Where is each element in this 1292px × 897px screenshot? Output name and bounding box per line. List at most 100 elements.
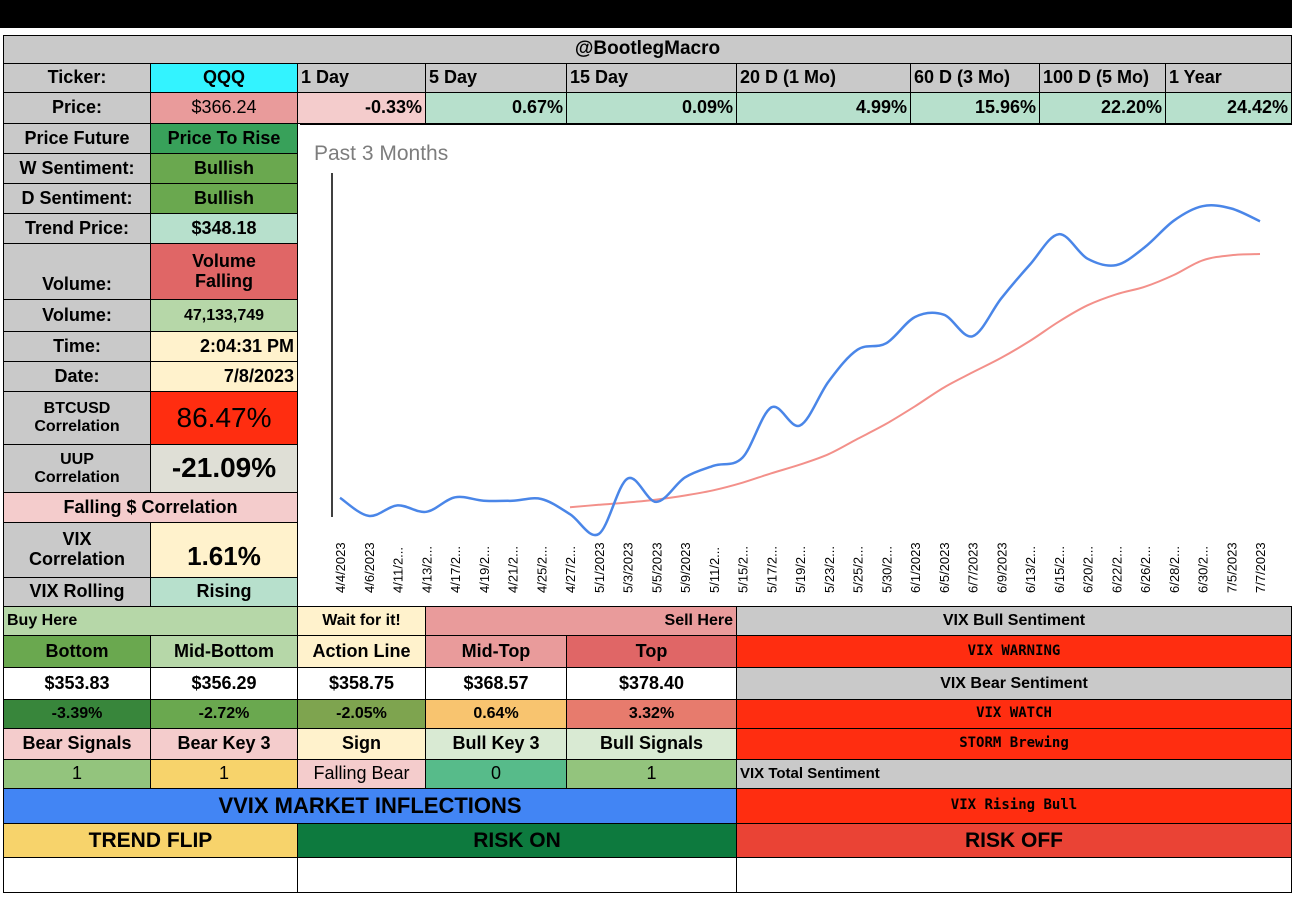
ticker-label: Ticker: <box>3 63 151 93</box>
w-sentiment-label: W Sentiment: <box>3 153 151 184</box>
wait-label: Wait for it! <box>297 606 426 636</box>
bear-signals-value: 1 <box>3 759 151 789</box>
period-100d: 100 D (5 Mo) <box>1039 63 1166 93</box>
x-tick-label: 5/25/2... <box>851 546 866 593</box>
vix-corr-value: 1.61% <box>150 522 298 578</box>
return-5d: 0.67% <box>425 92 567 124</box>
return-1y: 24.42% <box>1165 92 1292 124</box>
x-tick-label: 4/6/2023 <box>362 542 377 593</box>
w-sentiment-value: Bullish <box>150 153 298 184</box>
return-60d: 15.96% <box>910 92 1040 124</box>
chart-series-group <box>339 204 1261 537</box>
x-tick-label: 5/30/2... <box>879 546 894 593</box>
x-tick-label: 6/22/2... <box>1109 546 1124 593</box>
vix-total-sentiment-label: VIX Total Sentiment <box>736 759 1292 789</box>
date-value: 7/8/2023 <box>150 361 298 392</box>
buy-here-label: Buy Here <box>3 606 298 636</box>
volume-trend-label: Volume: <box>3 243 151 300</box>
period-1y: 1 Year <box>1165 63 1292 93</box>
level-action-line-price: $358.75 <box>297 667 426 700</box>
x-tick-label: 6/28/2... <box>1167 546 1182 593</box>
risk-on-label: RISK ON <box>297 823 737 858</box>
x-tick-label: 6/7/2023 <box>966 542 981 593</box>
level-mid-bottom-header: Mid-Bottom <box>150 635 298 668</box>
period-5d: 5 Day <box>425 63 567 93</box>
x-tick-label: 5/3/2023 <box>621 542 636 593</box>
return-100d: 22.20% <box>1039 92 1166 124</box>
vix-storm-value: STORM Brewing <box>736 728 1292 760</box>
trend-price-value: $348.18 <box>150 213 298 244</box>
price-label: Price: <box>3 92 151 124</box>
btcusd-label: BTCUSD Correlation <box>3 391 151 445</box>
return-15d: 0.09% <box>566 92 737 124</box>
vix-bear-sentiment-label: VIX Bear Sentiment <box>736 667 1292 700</box>
period-60d: 60 D (3 Mo) <box>910 63 1040 93</box>
x-tick-label: 6/5/2023 <box>937 542 952 593</box>
trend-price-label: Trend Price: <box>3 213 151 244</box>
vix-bear-sentiment-value: VIX WATCH <box>736 699 1292 729</box>
level-mid-top-price: $368.57 <box>425 667 567 700</box>
price-chart-svg: Past 3 Months 4/4/2023 4/6/2023 4/11/2... 4… <box>314 142 1268 593</box>
x-tick-label: 4/19/2... <box>477 546 492 593</box>
vix-corr-label: VIX Correlation <box>3 522 151 578</box>
dashboard-sheet: @BootlegMacro Ticker: QQQ 1 Day 5 Day 15… <box>3 35 1292 893</box>
level-top-header: Top <box>566 635 737 668</box>
d-sentiment-label: D Sentiment: <box>3 183 151 214</box>
ticker-value[interactable]: QQQ <box>150 63 298 93</box>
falling-dollar-label: Falling $ Correlation <box>3 492 298 523</box>
price-value: $366.24 <box>150 92 298 124</box>
trend-flip-slot <box>3 857 298 893</box>
x-tick-label: 5/19/2... <box>793 546 808 593</box>
vix-rolling-value: Rising <box>150 577 298 607</box>
vix-bull-sentiment-label: VIX Bull Sentiment <box>736 606 1292 636</box>
x-tick-label: 6/30/2... <box>1196 546 1211 593</box>
bull-key3-value: 0 <box>425 759 567 789</box>
bear-key3-header: Bear Key 3 <box>150 728 298 760</box>
x-tick-label: 5/11/2... <box>707 547 722 593</box>
period-15d: 15 Day <box>566 63 737 93</box>
level-mid-bottom-pct: -2.72% <box>150 699 298 729</box>
x-tick-label: 6/20/2... <box>1081 546 1096 593</box>
x-tick-label: 4/27/2... <box>563 546 578 593</box>
level-action-line-pct: -2.05% <box>297 699 426 729</box>
return-20d: 4.99% <box>736 92 911 124</box>
x-tick-label: 5/23/2... <box>822 546 837 593</box>
x-tick-label: 4/21/2... <box>506 546 521 593</box>
x-tick-label: 4/4/2023 <box>333 542 348 593</box>
x-tick-label: 6/26/2... <box>1138 546 1153 593</box>
btcusd-value: 86.47% <box>150 391 298 445</box>
bull-signals-header: Bull Signals <box>566 728 737 760</box>
header-title: @BootlegMacro <box>3 35 1292 64</box>
volume-label: Volume: <box>3 299 151 332</box>
price-series-line <box>339 204 1261 537</box>
price-future-label: Price Future <box>3 123 151 154</box>
x-tick-label: 4/17/2... <box>448 546 463 593</box>
vix-rolling-label: VIX Rolling <box>3 577 151 607</box>
x-tick-label: 6/9/2023 <box>994 542 1009 593</box>
time-label: Time: <box>3 331 151 362</box>
x-tick-label: 6/1/2023 <box>908 542 923 593</box>
x-tick-label: 5/17/2... <box>764 546 779 593</box>
bull-key3-header: Bull Key 3 <box>425 728 567 760</box>
price-chart: Past 3 Months 4/4/2023 4/6/2023 4/11/2... 4… <box>300 124 1292 605</box>
chart-tick-labels: 4/4/2023 4/6/2023 4/11/2... 4/13/2... 4/17/2… <box>333 542 1268 593</box>
sign-header: Sign <box>297 728 426 760</box>
uup-value: -21.09% <box>150 444 298 493</box>
date-label: Date: <box>3 361 151 392</box>
bear-signals-header: Bear Signals <box>3 728 151 760</box>
level-top-pct: 3.32% <box>566 699 737 729</box>
level-bottom-pct: -3.39% <box>3 699 151 729</box>
vix-bull-sentiment-value: VIX WARNING <box>736 635 1292 668</box>
trend-flip-label: TREND FLIP <box>3 823 298 858</box>
risk-off-slot <box>736 857 1292 893</box>
uup-label: UUP Correlation <box>3 444 151 493</box>
volume-value: 47,133,749 <box>150 299 298 332</box>
chart-title: Past 3 Months <box>314 142 448 165</box>
time-value: 2:04:31 PM <box>150 331 298 362</box>
bear-key3-value: 1 <box>150 759 298 789</box>
bull-signals-value: 1 <box>566 759 737 789</box>
level-mid-top-header: Mid-Top <box>425 635 567 668</box>
risk-off-label: RISK OFF <box>736 823 1292 858</box>
sign-value: Falling Bear <box>297 759 426 789</box>
period-1d: 1 Day <box>297 63 426 93</box>
